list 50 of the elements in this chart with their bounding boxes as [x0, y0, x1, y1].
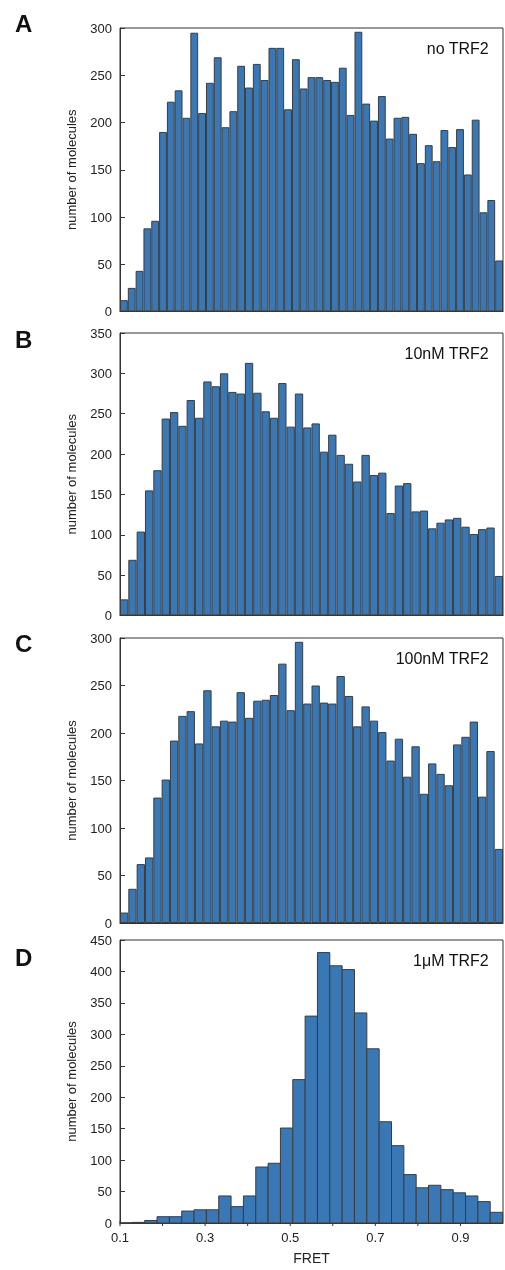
y-axis-title: number of molecules [64, 1020, 79, 1142]
x-tick-label: 0.3 [196, 1230, 215, 1245]
y-tick-label: 0 [104, 608, 112, 623]
y-tick-label: 250 [90, 67, 112, 83]
y-tick-label: 300 [90, 365, 112, 381]
y-tick-label: 100 [90, 1152, 112, 1168]
y-tick-label: 0 [104, 915, 112, 931]
chart-title: A [15, 9, 33, 37]
y-tick-label: 0 [104, 1215, 112, 1231]
y-tick-label: 50 [97, 567, 112, 583]
x-tick-label: 0.1 [110, 1230, 130, 1245]
y-tick-label: 50 [97, 868, 112, 883]
y-tick-label: 50 [97, 256, 112, 272]
y-tick-label: 150 [90, 773, 112, 788]
x-tick-label: 0.5 [281, 1230, 300, 1245]
y-tick-label: 200 [90, 446, 112, 462]
y-tick-label: 50 [97, 1184, 112, 1200]
y-tick-label: 200 [90, 1089, 112, 1105]
annotation: 100nM TRF2 [395, 649, 489, 667]
y-axis-title: number of molecules [64, 413, 79, 535]
y-tick-label: 200 [90, 115, 112, 130]
y-tick-label: 150 [90, 1121, 112, 1137]
y-tick-label: 250 [90, 678, 112, 693]
chart-title: D [15, 943, 33, 971]
y-tick-label: 350 [90, 995, 112, 1011]
y-tick-label: 0 [104, 304, 112, 319]
x-tick-label: 0.9 [451, 1230, 470, 1245]
y-tick-label: 350 [90, 325, 112, 341]
annotation: 1μM TRF2 [413, 951, 489, 969]
y-axis-title: number of molecules [64, 719, 79, 841]
annotation: 10nM TRF2 [404, 344, 489, 362]
y-tick-label: 250 [90, 1058, 112, 1074]
y-tick-label: 200 [90, 725, 112, 741]
y-tick-label: 300 [90, 630, 112, 646]
x-axis-title: FRET [293, 1250, 331, 1266]
chart-title: B [15, 325, 33, 353]
y-tick-label: 100 [90, 527, 112, 543]
y-tick-label: 300 [90, 1026, 112, 1042]
x-tick-label: 0.7 [366, 1230, 385, 1245]
y-tick-label: 250 [90, 406, 112, 422]
y-tick-label: 150 [90, 486, 112, 502]
annotation: no TRF2 [426, 39, 489, 57]
y-axis-title: number of molecules [64, 108, 79, 231]
y-tick-label: 450 [90, 932, 112, 948]
y-tick-label: 100 [90, 209, 112, 225]
y-tick-label: 100 [90, 820, 112, 836]
y-tick-label: 400 [90, 963, 112, 979]
y-tick-label: 150 [90, 162, 112, 178]
chart-title: C [15, 629, 33, 657]
y-tick-label: 300 [90, 20, 112, 36]
